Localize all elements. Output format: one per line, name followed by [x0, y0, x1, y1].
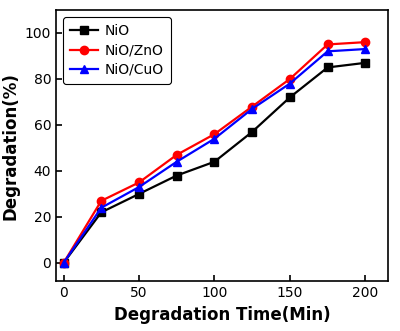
NiO/ZnO [61, 261, 66, 265]
X-axis label: Degradation Time(Min): Degradation Time(Min) [114, 306, 330, 324]
NiO/CuO [363, 47, 368, 51]
NiO/CuO [174, 160, 179, 164]
NiO/ZnO [363, 40, 368, 44]
Line: NiO: NiO [59, 59, 370, 267]
NiO [99, 211, 104, 214]
NiO [174, 173, 179, 177]
Legend: NiO, NiO/ZnO, NiO/CuO: NiO, NiO/ZnO, NiO/CuO [63, 17, 171, 84]
NiO/ZnO [137, 180, 142, 184]
NiO/CuO [212, 137, 217, 141]
NiO/CuO [325, 49, 330, 53]
NiO [325, 66, 330, 70]
NiO [212, 160, 217, 164]
NiO/ZnO [288, 77, 292, 81]
NiO [61, 261, 66, 265]
NiO [250, 130, 254, 134]
NiO [363, 61, 368, 65]
NiO/ZnO [250, 105, 254, 109]
NiO [288, 95, 292, 99]
NiO/ZnO [99, 199, 104, 203]
Line: NiO/CuO: NiO/CuO [59, 45, 370, 267]
NiO [137, 192, 142, 196]
NiO/ZnO [174, 153, 179, 157]
NiO/CuO [99, 206, 104, 210]
Line: NiO/ZnO: NiO/ZnO [59, 38, 370, 267]
NiO/CuO [137, 185, 142, 189]
NiO/CuO [288, 81, 292, 85]
NiO/CuO [250, 107, 254, 111]
NiO/ZnO [325, 42, 330, 46]
Y-axis label: Degradation(%): Degradation(%) [1, 72, 19, 219]
NiO/CuO [61, 261, 66, 265]
NiO/ZnO [212, 132, 217, 136]
